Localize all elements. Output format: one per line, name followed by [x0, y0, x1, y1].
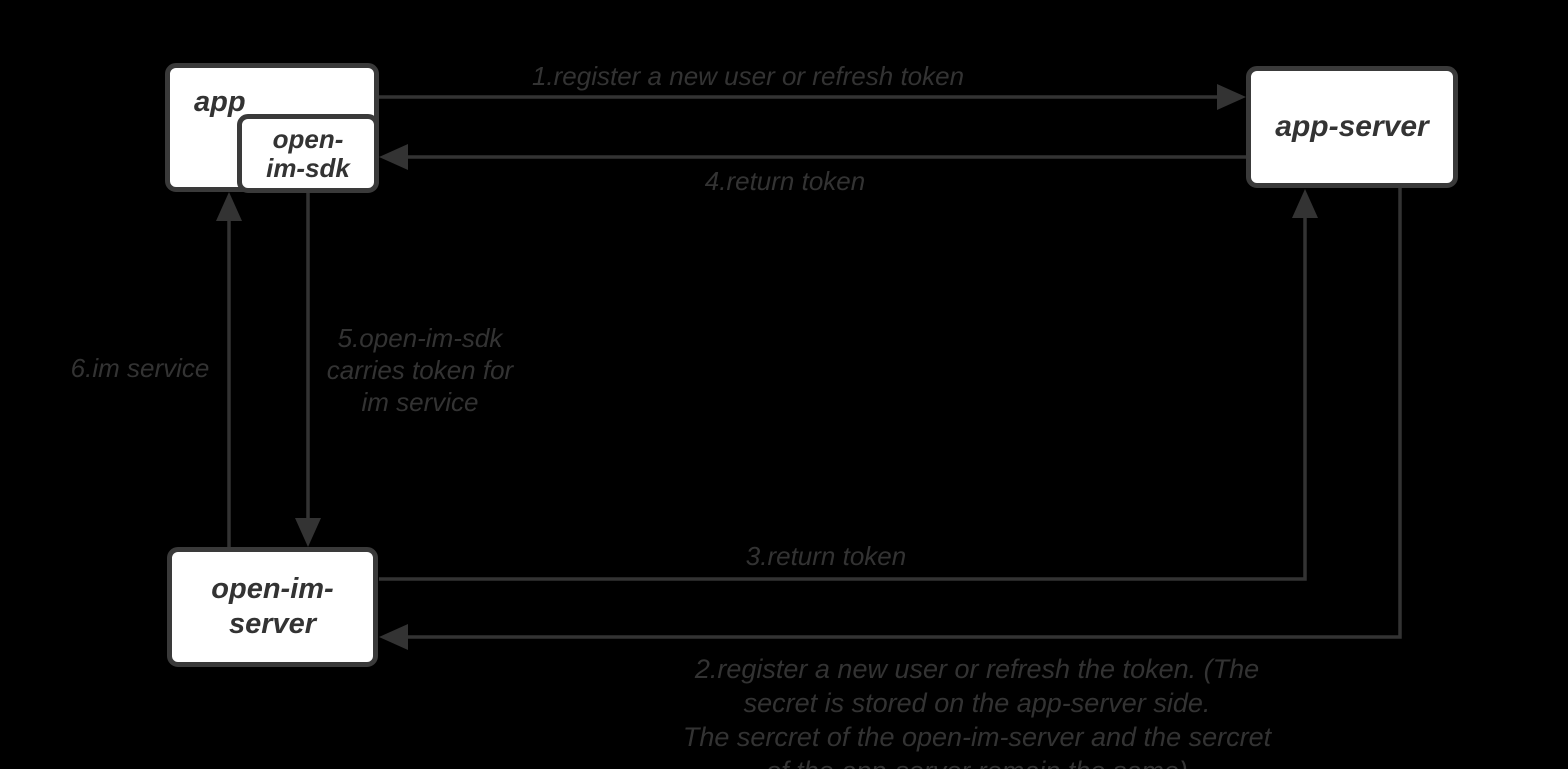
edge-label-im-service: 6.im service [70, 353, 210, 383]
edge-label-register-with-im-server: 2.register a new user or refresh the tok… [682, 654, 1272, 769]
arrow-return-token-to-sdk [379, 144, 1246, 170]
arrow-im-service [216, 192, 242, 547]
node-open-im-sdk-label: open- im-sdk [266, 123, 350, 183]
node-open-im-server-label: open-im- server [211, 573, 334, 640]
node-app-server-label: app-server [1275, 110, 1429, 143]
edge-label-register-token: 1.register a new user or refresh token [531, 61, 965, 91]
arrow-register-token [379, 84, 1246, 110]
edge-label-return-token-to-sdk: 4.return token [704, 166, 866, 196]
node-open-im-server: open-im- server [167, 547, 378, 667]
arrow-register-with-im-server [379, 188, 1402, 650]
node-app-server: app-server [1246, 66, 1458, 188]
edge-label-sdk-carries-token: 5.open-im-sdk carries token for im servi… [326, 323, 514, 417]
node-app-label: app [194, 86, 246, 118]
arrow-return-token-to-app-server [379, 189, 1318, 581]
node-open-im-sdk: open- im-sdk [237, 114, 379, 193]
edge-label-return-token-to-app-server: 3.return token [745, 541, 907, 571]
arrow-sdk-carries-token [295, 193, 321, 547]
